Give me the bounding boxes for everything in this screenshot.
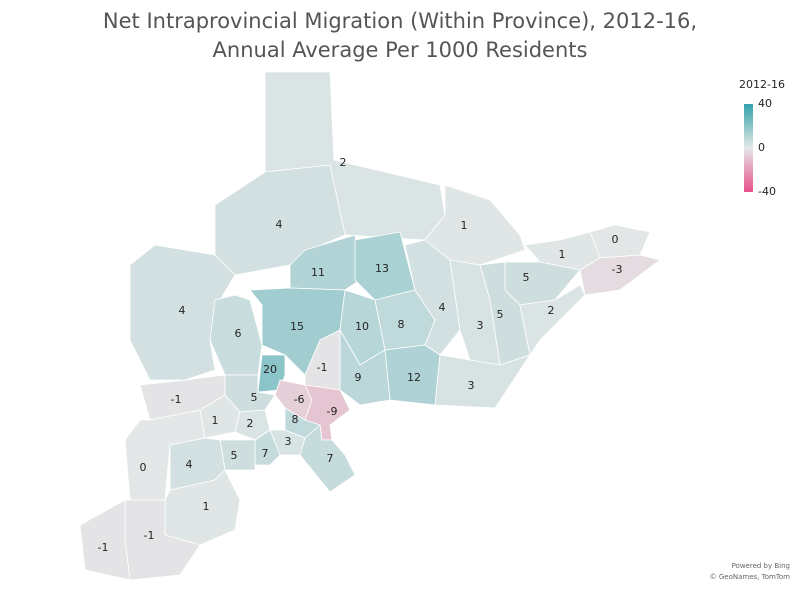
region-label: -1 <box>317 361 328 374</box>
region-label: 8 <box>398 318 405 331</box>
region <box>209 294 263 376</box>
region-label: 2 <box>247 417 254 430</box>
region-label: 7 <box>262 447 269 460</box>
region-label: 20 <box>263 363 277 376</box>
region-label: -1 <box>98 541 109 554</box>
region <box>219 439 256 471</box>
region-label: 12 <box>407 371 421 384</box>
region-label: 4 <box>179 304 186 317</box>
region-label: 11 <box>311 266 325 279</box>
region-label: 5 <box>497 308 504 321</box>
region-label: 0 <box>612 233 619 246</box>
region <box>434 354 531 409</box>
region-label: 15 <box>290 320 304 333</box>
legend-gradient <box>744 104 753 192</box>
region-label: 4 <box>276 218 283 231</box>
region <box>254 429 281 466</box>
region-label: 10 <box>355 320 369 333</box>
region-label: 3 <box>477 319 484 332</box>
region-label: -3 <box>612 263 623 276</box>
region-label: 8 <box>292 413 299 426</box>
legend-tick-label: -40 <box>758 185 776 198</box>
region-label: -6 <box>294 393 305 406</box>
region-label: 3 <box>285 435 292 448</box>
region-label: -1 <box>171 393 182 406</box>
legend-tick-label: 0 <box>758 141 765 154</box>
region-label: 2 <box>340 156 347 169</box>
region-label: 13 <box>375 262 389 275</box>
legend: 40 0 -40 <box>758 97 776 198</box>
region-label: -9 <box>327 405 338 418</box>
region-label: 1 <box>212 414 219 427</box>
attribution: Powered by Bing <box>732 562 790 570</box>
map-subtitle: Annual Average Per 1000 Residents <box>213 38 588 62</box>
region <box>79 499 131 581</box>
region-label: 5 <box>251 391 258 404</box>
region-label: 1 <box>461 219 468 232</box>
legend-title: 2012-16 <box>739 78 785 91</box>
region <box>589 224 651 259</box>
region-label: 3 <box>468 379 475 392</box>
region-label: 9 <box>355 371 362 384</box>
region-label: -1 <box>144 529 155 542</box>
region-label: 2 <box>548 304 555 317</box>
region <box>299 424 356 493</box>
map-title: Net Intraprovincial Migration (Within Pr… <box>103 9 697 33</box>
region-label: 4 <box>186 458 193 471</box>
region-label: 1 <box>203 500 210 513</box>
attribution: © GeoNames, TomTom <box>710 573 791 581</box>
legend-tick-label: 40 <box>758 97 772 110</box>
region-label: 5 <box>231 449 238 462</box>
region-label: 1 <box>559 248 566 261</box>
region-label: 4 <box>439 301 446 314</box>
region-label: 6 <box>235 327 242 340</box>
region-label: 5 <box>523 271 530 284</box>
region-label: 7 <box>327 452 334 465</box>
region-label: 0 <box>140 461 147 474</box>
